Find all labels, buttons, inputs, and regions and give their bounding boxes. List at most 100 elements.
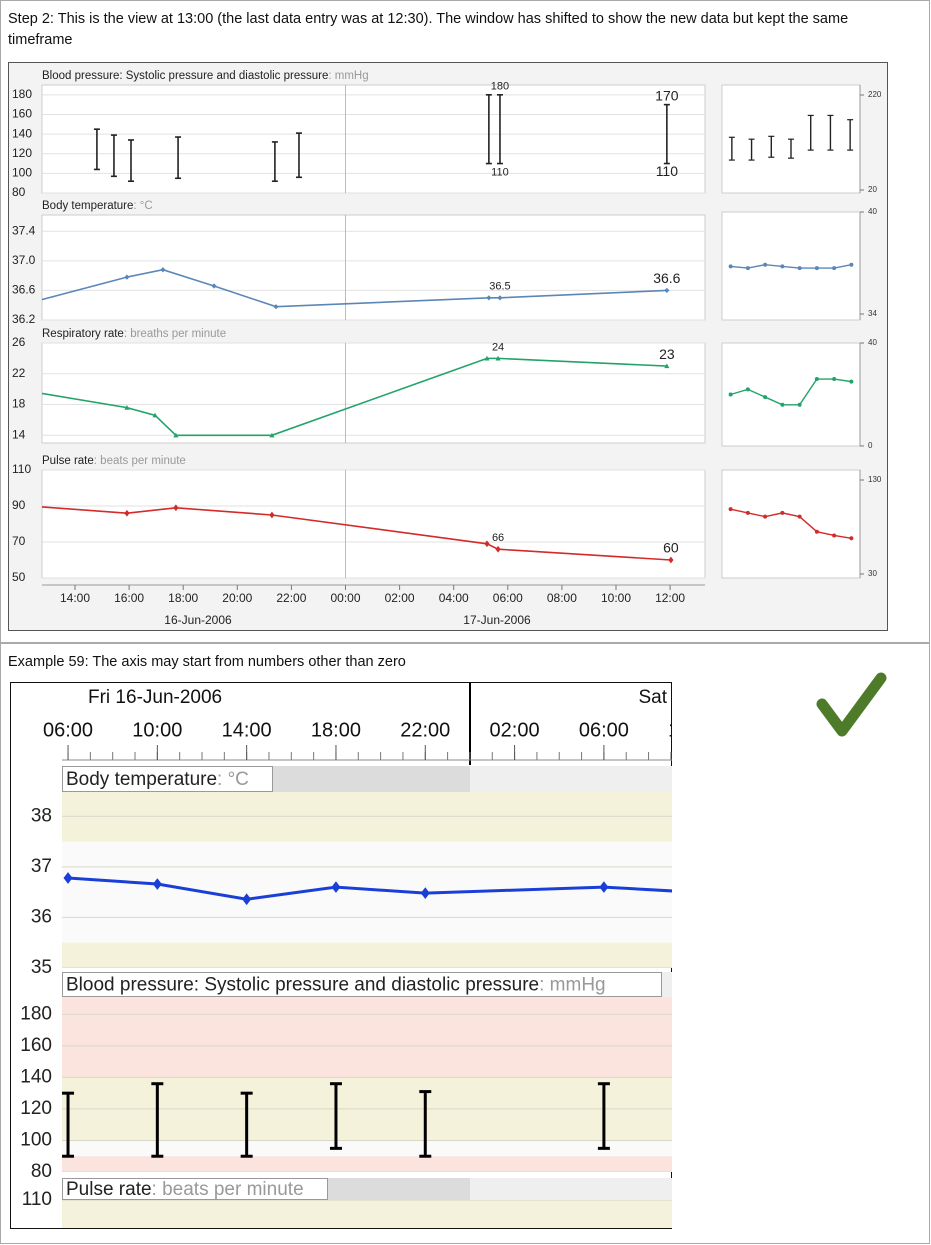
- y-tick-label: 100: [12, 166, 32, 180]
- overview-point: [849, 536, 854, 541]
- data-point: [124, 405, 130, 410]
- overview-point: [763, 395, 768, 400]
- x-tick-label: 06:00: [493, 591, 523, 605]
- y-tick-label: 160: [12, 107, 32, 121]
- overview-point: [745, 266, 750, 271]
- x-tick-label: 18:00: [168, 591, 198, 605]
- title-box: [62, 766, 273, 792]
- overview-point: [797, 266, 802, 271]
- overview-background: [721, 342, 861, 447]
- overview-line: [730, 263, 852, 269]
- data-point: [420, 887, 430, 899]
- range-bar: [295, 132, 302, 179]
- overview-point: [780, 402, 785, 407]
- data-point: [664, 363, 670, 369]
- title-text: Blood pressure: Systolic pressure and di…: [66, 975, 539, 996]
- overview-point: [780, 510, 785, 515]
- data-label: 23: [659, 346, 675, 362]
- x-tick-label: 10:00: [668, 719, 718, 741]
- title-text: Pulse rate: [66, 1179, 152, 1200]
- data-point: [664, 287, 670, 294]
- unit-text: : mmHg: [328, 70, 368, 82]
- unit-text: : °C: [217, 769, 249, 790]
- x-tick-label: 06:00: [43, 719, 93, 741]
- x-tick-label: 22:00: [276, 591, 306, 605]
- y-tick-label: 180: [20, 1003, 52, 1024]
- x-tick-label: 06:00: [579, 719, 629, 741]
- overview-tick-label: 20: [868, 185, 877, 194]
- range-bar: [175, 136, 182, 180]
- data-label: 110: [656, 163, 679, 179]
- date-label: Fri 16-Jun-2006: [88, 687, 222, 708]
- overview-background: [721, 211, 861, 321]
- data-point: [211, 283, 217, 289]
- plot-area: Pulse rate: beats per minute: [62, 1178, 672, 1228]
- x-tick-label: 14:00: [222, 719, 272, 741]
- overview-tick-label: 220: [868, 90, 882, 99]
- data-point: [269, 511, 275, 519]
- y-tick-label: 160: [20, 1035, 52, 1056]
- title-text: Body temperature: [66, 769, 217, 790]
- y-tick-label: 110: [22, 1189, 52, 1210]
- title-box: [62, 1178, 328, 1200]
- unit-text: : beats per minute: [152, 1179, 304, 1200]
- y-tick-label: 37.4: [12, 223, 36, 237]
- plot-area: [728, 377, 854, 407]
- y-tick-label: 110: [12, 462, 31, 476]
- data-point: [152, 412, 158, 418]
- range-bar: [127, 139, 134, 183]
- panel-background: [41, 342, 706, 444]
- title-strip: [328, 1178, 470, 1200]
- y-tick-label: 180: [12, 87, 32, 101]
- x-tick-label: 02:00: [490, 719, 540, 741]
- date-label: 16-Jun-2006: [164, 613, 232, 627]
- title-text: Body temperature: [42, 200, 133, 212]
- plot-area: [42, 504, 674, 564]
- overview-point: [763, 262, 768, 267]
- y-tick-label: 37: [31, 856, 52, 877]
- x-tick-label: 00:00: [330, 591, 360, 605]
- panel-title: Pulse rate: beats per minute: [42, 455, 186, 467]
- x-tick-label: 20:00: [222, 591, 252, 605]
- x-tick-label: 16:00: [114, 591, 144, 605]
- y-tick-label: 140: [20, 1066, 52, 1087]
- data-point: [484, 540, 490, 548]
- title-text: Respiratory rate: [42, 328, 124, 340]
- data-point: [599, 881, 609, 893]
- overview-point: [797, 402, 802, 407]
- x-tick-label: 22:00: [400, 719, 450, 741]
- panel-background: [41, 84, 706, 194]
- data-point: [331, 881, 341, 893]
- caption: Example 59: The axis may start from numb…: [8, 654, 406, 670]
- unit-text: : °C: [133, 200, 152, 212]
- overview-point: [832, 377, 837, 382]
- range-band: [62, 1200, 672, 1228]
- y-tick-label: 37.0: [12, 253, 36, 267]
- date-label: Sat: [638, 687, 667, 708]
- data-point: [124, 509, 130, 517]
- y-tick-label: 120: [12, 146, 32, 160]
- y-tick-label: 80: [31, 1161, 52, 1182]
- plot-area: [728, 114, 854, 161]
- panel-title: Respiratory rate: breaths per minute: [42, 328, 226, 340]
- overview-tick-label: 0: [868, 441, 873, 450]
- y-tick-label: 18: [12, 397, 26, 411]
- title-strip: [470, 1178, 672, 1200]
- data-label: 110: [491, 166, 509, 178]
- x-tick-label: 14:00: [60, 591, 90, 605]
- x-tick-label: 04:00: [439, 591, 469, 605]
- x-tick-label: 10:00: [132, 719, 182, 741]
- plot-area: [93, 94, 670, 183]
- title-box: [62, 972, 662, 997]
- unit-text: : breaths per minute: [124, 328, 226, 340]
- data-label: 66: [492, 532, 504, 544]
- checkmark: [816, 672, 887, 737]
- step-box: [0, 0, 930, 643]
- overview-point: [745, 510, 750, 515]
- y-tick-label: 50: [12, 570, 26, 584]
- y-tick-label: 36.6: [12, 283, 36, 297]
- y-tick-label: 140: [12, 126, 32, 140]
- data-point: [242, 893, 252, 906]
- title-strip: [273, 766, 470, 792]
